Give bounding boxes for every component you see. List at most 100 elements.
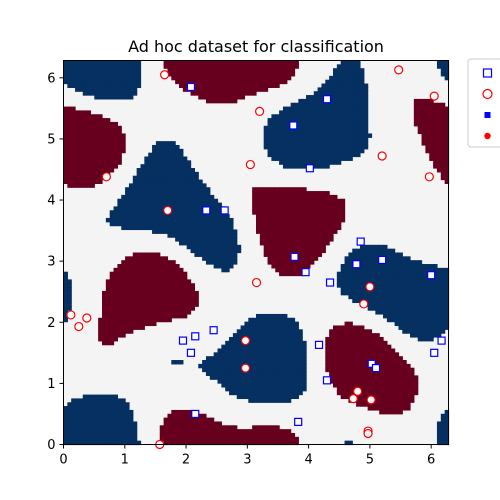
region-cell — [313, 125, 319, 131]
region-cell — [225, 217, 230, 223]
region-cell — [102, 298, 107, 304]
region-cell — [205, 191, 211, 196]
region-cell — [333, 329, 338, 334]
region-cell — [105, 313, 111, 319]
region-cell — [290, 436, 296, 442]
region-cell — [259, 363, 265, 369]
region-cell — [267, 60, 272, 65]
region-cell — [298, 202, 303, 208]
region-cell — [132, 436, 138, 442]
region-cell — [309, 217, 315, 223]
region-cell — [121, 440, 126, 446]
region-cell — [402, 363, 407, 369]
region-cell — [148, 168, 153, 173]
region-cell — [82, 394, 88, 400]
region-cell — [256, 217, 261, 223]
region-cell — [140, 225, 145, 231]
region-cell — [217, 348, 222, 353]
region-cell — [286, 436, 292, 442]
region-cell — [325, 360, 330, 365]
region-cell — [221, 432, 226, 438]
region-cell — [252, 425, 257, 430]
region-cell — [229, 260, 234, 265]
region-cell — [217, 260, 222, 265]
region-cell — [171, 283, 176, 288]
region-cell — [271, 206, 276, 211]
region-cell — [71, 106, 76, 112]
region-cell — [209, 252, 215, 257]
region-cell — [159, 275, 165, 280]
region-cell — [279, 148, 284, 154]
region-cell — [182, 225, 188, 231]
region-cell — [240, 60, 246, 65]
region-cell — [279, 144, 284, 150]
region-cell — [256, 60, 261, 65]
region-cell — [390, 352, 396, 357]
region-cell — [344, 156, 349, 161]
region-cell — [117, 275, 122, 280]
region-cell — [302, 371, 307, 376]
region-cell — [290, 371, 296, 376]
region-cell — [386, 371, 392, 376]
region-cell — [336, 125, 342, 131]
region-cell — [136, 191, 142, 196]
region-cell — [263, 390, 269, 396]
region-cell — [63, 156, 68, 161]
region-cell — [367, 352, 373, 357]
region-cell — [186, 425, 192, 430]
region-cell — [82, 183, 88, 188]
region-cell — [179, 287, 184, 292]
region-cell — [109, 421, 115, 426]
region-cell — [213, 75, 219, 81]
region-cell — [429, 118, 434, 123]
region-cell — [179, 360, 184, 365]
region-cell — [67, 110, 72, 115]
region-cell — [286, 229, 292, 234]
region-cell — [82, 429, 88, 434]
region-cell — [282, 264, 288, 269]
region-cell — [82, 121, 88, 127]
region-cell — [390, 348, 396, 353]
region-cell — [136, 325, 142, 330]
region-cell — [379, 375, 384, 380]
region-cell — [155, 175, 161, 181]
region-cell — [236, 371, 242, 376]
region-cell — [329, 106, 334, 112]
region-cell — [302, 217, 307, 223]
region-cell — [136, 267, 142, 273]
region-cell — [436, 118, 442, 123]
region-cell — [236, 386, 242, 392]
region-cell — [82, 168, 88, 173]
region-cell — [363, 375, 369, 380]
region-cell — [286, 432, 292, 438]
region-cell — [363, 260, 369, 265]
region-cell — [375, 390, 380, 396]
region-cell — [213, 214, 219, 219]
region-cell — [144, 302, 149, 307]
region-cell — [352, 72, 357, 77]
region-cell — [128, 409, 134, 415]
region-cell — [256, 375, 261, 380]
region-cell — [236, 367, 242, 373]
region-cell — [175, 283, 180, 288]
region-cell — [159, 260, 165, 265]
region-cell — [132, 325, 138, 330]
region-cell — [267, 336, 272, 342]
region-cell — [86, 417, 92, 423]
region-cell — [117, 321, 122, 327]
region-cell — [383, 252, 388, 257]
region-cell — [128, 75, 134, 81]
region-cell — [356, 152, 361, 158]
region-cell — [63, 129, 68, 135]
region-cell — [309, 260, 315, 265]
region-cell — [186, 225, 192, 231]
region-cell — [329, 379, 334, 384]
region-cell — [352, 275, 357, 280]
region-cell — [333, 225, 338, 231]
region-cell — [155, 214, 161, 219]
region-cell — [186, 298, 192, 304]
region-cell — [421, 98, 426, 104]
region-cell — [263, 436, 269, 442]
region-cell — [363, 356, 369, 361]
region-cell — [117, 440, 122, 446]
